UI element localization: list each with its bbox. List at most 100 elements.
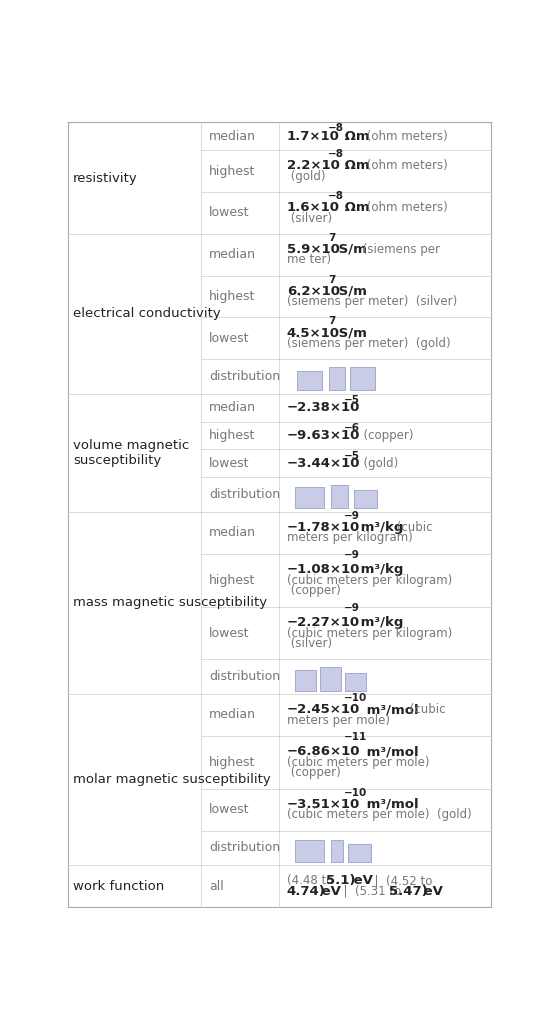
Text: me ter): me ter) xyxy=(287,254,331,266)
Text: (siemens per meter)  (gold): (siemens per meter) (gold) xyxy=(287,337,451,350)
Text: 4.74): 4.74) xyxy=(287,884,326,898)
Text: (cubic: (cubic xyxy=(393,521,432,534)
Text: 7: 7 xyxy=(328,316,335,326)
Text: lowest: lowest xyxy=(209,457,249,470)
Text: m³/mol: m³/mol xyxy=(362,798,419,811)
Text: mass magnetic susceptibility: mass magnetic susceptibility xyxy=(73,596,267,609)
Text: resistivity: resistivity xyxy=(73,171,138,184)
Text: −3.44×10: −3.44×10 xyxy=(287,457,360,470)
Text: −9.63×10: −9.63×10 xyxy=(287,429,360,442)
Text: m³/mol: m³/mol xyxy=(362,746,419,758)
Text: median: median xyxy=(209,129,256,143)
Text: lowest: lowest xyxy=(209,206,249,219)
Bar xyxy=(295,487,324,508)
Text: eV: eV xyxy=(317,884,341,898)
Text: S/m: S/m xyxy=(334,326,367,339)
Text: median: median xyxy=(209,708,256,721)
Text: −9: −9 xyxy=(343,603,360,612)
Text: −2.45×10: −2.45×10 xyxy=(287,703,360,716)
Text: median: median xyxy=(209,401,256,414)
Text: −9: −9 xyxy=(344,511,360,521)
Text: (ohm meters): (ohm meters) xyxy=(364,159,448,172)
Text: 6.2×10: 6.2×10 xyxy=(287,284,340,298)
Text: |  (5.31 to: | (5.31 to xyxy=(336,884,404,898)
Text: (silver): (silver) xyxy=(287,212,332,224)
Text: (cubic meters per mole)  (gold): (cubic meters per mole) (gold) xyxy=(287,808,471,821)
Text: work function: work function xyxy=(73,879,165,893)
Text: (4.48 to: (4.48 to xyxy=(287,874,337,888)
Bar xyxy=(350,367,375,390)
Bar xyxy=(320,667,341,691)
Text: −2.38×10: −2.38×10 xyxy=(287,401,360,414)
Text: (cubic meters per kilogram): (cubic meters per kilogram) xyxy=(287,574,452,587)
Text: lowest: lowest xyxy=(209,627,249,640)
Text: −3.51×10: −3.51×10 xyxy=(287,798,360,811)
Text: m³/kg: m³/kg xyxy=(356,616,403,629)
Text: electrical conductivity: electrical conductivity xyxy=(73,307,221,320)
Text: (copper): (copper) xyxy=(287,766,341,780)
Text: eV: eV xyxy=(349,874,372,888)
Text: lowest: lowest xyxy=(209,332,249,344)
Text: 7: 7 xyxy=(328,232,335,243)
Text: 1.6×10: 1.6×10 xyxy=(287,201,340,214)
Text: 5.9×10: 5.9×10 xyxy=(287,243,340,256)
Text: 4.5×10: 4.5×10 xyxy=(287,326,340,339)
Text: volume magnetic
susceptibility: volume magnetic susceptibility xyxy=(73,439,190,467)
Text: lowest: lowest xyxy=(209,803,249,816)
Text: 5.47): 5.47) xyxy=(389,884,428,898)
Text: −8: −8 xyxy=(328,149,344,159)
Text: Ωm: Ωm xyxy=(340,159,370,172)
Text: highest: highest xyxy=(209,290,255,303)
Text: eV: eV xyxy=(419,884,443,898)
Text: (copper): (copper) xyxy=(287,584,341,597)
Bar xyxy=(348,844,372,862)
Text: −10: −10 xyxy=(344,693,367,703)
Bar xyxy=(331,840,343,862)
Text: meters per kilogram): meters per kilogram) xyxy=(287,531,413,544)
Text: median: median xyxy=(209,526,256,539)
Bar xyxy=(345,673,366,691)
Text: (gold): (gold) xyxy=(356,457,398,470)
Text: median: median xyxy=(209,249,256,261)
Text: (ohm meters): (ohm meters) xyxy=(364,201,448,214)
Text: m³/kg: m³/kg xyxy=(356,564,403,576)
Text: |  (4.52 to: | (4.52 to xyxy=(367,874,433,888)
Text: highest: highest xyxy=(209,164,255,177)
Text: molar magnetic susceptibility: molar magnetic susceptibility xyxy=(73,773,271,786)
Bar xyxy=(329,367,345,390)
Text: Ωm: Ωm xyxy=(340,129,370,143)
Text: distribution: distribution xyxy=(209,842,280,854)
Text: −1.08×10: −1.08×10 xyxy=(287,564,360,576)
Text: highest: highest xyxy=(209,756,255,768)
Text: −9: −9 xyxy=(344,550,360,559)
Bar xyxy=(331,485,348,508)
Text: S/m: S/m xyxy=(334,243,366,256)
Text: 7: 7 xyxy=(328,274,335,284)
Text: (cubic meters per mole): (cubic meters per mole) xyxy=(287,756,429,768)
Bar xyxy=(295,669,317,691)
Text: (ohm meters): (ohm meters) xyxy=(364,129,448,143)
Text: −2.27×10: −2.27×10 xyxy=(287,616,360,629)
Text: m³/kg: m³/kg xyxy=(356,521,403,534)
Text: −6.86×10: −6.86×10 xyxy=(287,746,360,758)
Text: −6: −6 xyxy=(344,423,360,433)
Bar xyxy=(354,490,377,508)
Text: 1.7×10: 1.7×10 xyxy=(287,129,340,143)
Text: meters per mole): meters per mole) xyxy=(287,713,390,727)
Text: (siemens per meter)  (silver): (siemens per meter) (silver) xyxy=(287,296,457,308)
Text: −8: −8 xyxy=(328,191,344,201)
Text: (silver): (silver) xyxy=(287,637,332,650)
Bar xyxy=(295,840,324,862)
Text: (cubic meters per kilogram): (cubic meters per kilogram) xyxy=(287,627,452,640)
Text: (cubic: (cubic xyxy=(405,703,445,716)
Text: distribution: distribution xyxy=(209,488,280,501)
Text: m³/mol: m³/mol xyxy=(362,703,419,716)
Text: distribution: distribution xyxy=(209,671,280,684)
Text: −5: −5 xyxy=(344,394,360,405)
Bar xyxy=(297,371,322,390)
Text: all: all xyxy=(209,879,223,893)
Text: highest: highest xyxy=(209,429,255,442)
Text: (siemens per: (siemens per xyxy=(359,243,440,256)
Text: highest: highest xyxy=(209,574,255,587)
Text: 5.1): 5.1) xyxy=(326,874,355,888)
